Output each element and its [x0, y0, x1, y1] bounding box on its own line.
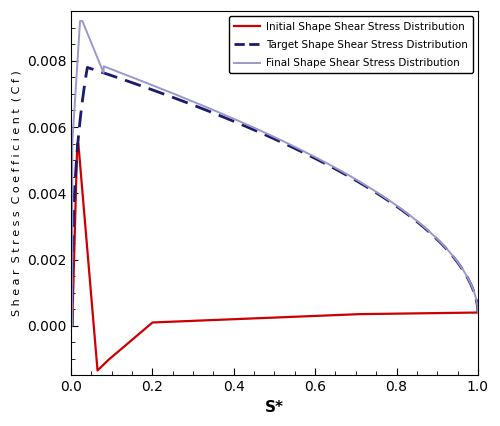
Initial Shape Shear Stress Distribution [439, 311, 445, 316]
Initial Shape Shear Stress Distribution [182, 319, 188, 324]
Final Shape Shear Stress Distribution [370, 187, 376, 193]
Initial Shape Shear Stress Distribution [94, 368, 100, 373]
Target Shape Shear Stress Distribution [182, 99, 188, 104]
Final Shape Shear Stress Distribution [77, 18, 83, 23]
Final Shape Shear Stress Distribution [86, 33, 91, 38]
Line: Target Shape Shear Stress Distribution: Target Shape Shear Stress Distribution [71, 67, 478, 326]
Initial Shape Shear Stress Distribution [68, 323, 74, 328]
Final Shape Shear Stress Distribution [182, 95, 188, 101]
Target Shape Shear Stress Distribution [68, 323, 74, 328]
Legend: Initial Shape Shear Stress Distribution, Target Shape Shear Stress Distribution,: Initial Shape Shear Stress Distribution,… [229, 16, 472, 73]
Line: Final Shape Shear Stress Distribution: Final Shape Shear Stress Distribution [71, 21, 478, 326]
Line: Initial Shape Shear Stress Distribution: Initial Shape Shear Stress Distribution [71, 144, 478, 371]
Final Shape Shear Stress Distribution [458, 263, 464, 268]
Target Shape Shear Stress Distribution [212, 111, 218, 116]
Initial Shape Shear Stress Distribution [213, 317, 219, 322]
Final Shape Shear Stress Distribution [212, 109, 218, 114]
Target Shape Shear Stress Distribution [439, 242, 445, 247]
Y-axis label: S h e a r  S t r e s s  C o e f f i c i e n t  ( C f ): S h e a r S t r e s s C o e f f i c i e … [11, 70, 21, 316]
Initial Shape Shear Stress Distribution [370, 311, 376, 317]
Initial Shape Shear Stress Distribution [74, 141, 80, 146]
Initial Shape Shear Stress Distribution [475, 310, 481, 315]
Final Shape Shear Stress Distribution [439, 241, 445, 246]
Target Shape Shear Stress Distribution [458, 264, 464, 269]
Initial Shape Shear Stress Distribution [86, 259, 91, 264]
Target Shape Shear Stress Distribution [84, 65, 90, 70]
Target Shape Shear Stress Distribution [475, 310, 481, 315]
Target Shape Shear Stress Distribution [86, 65, 91, 70]
Final Shape Shear Stress Distribution [68, 323, 74, 328]
Final Shape Shear Stress Distribution [475, 310, 481, 315]
X-axis label: S*: S* [265, 400, 284, 415]
Target Shape Shear Stress Distribution [370, 188, 376, 193]
Initial Shape Shear Stress Distribution [458, 310, 464, 315]
